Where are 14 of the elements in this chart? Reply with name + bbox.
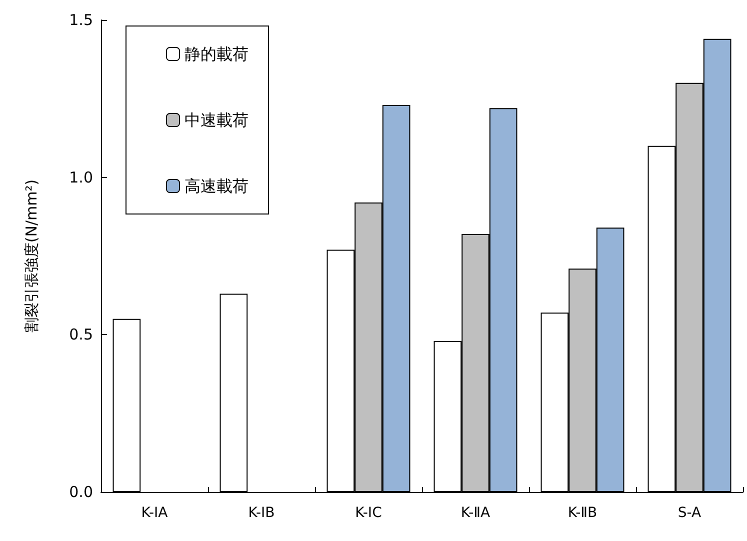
y-tick-label: 1.0 [69,168,93,186]
legend-label: 静的載荷 [184,44,248,64]
legend-label: 中速載荷 [184,110,248,130]
x-tick-label: K-ⅠA [141,505,168,521]
y-tick-label: 0.5 [69,326,93,344]
x-tick-label: K-ⅠB [248,505,275,521]
y-tick-label: 0.0 [69,483,93,501]
x-tick-label: K-ⅡB [568,505,598,521]
y-axis-title: 割裂引張強度(N/mm²) [22,179,40,333]
x-tick-label: S-A [678,505,702,521]
x-tick-label: K-ⅡA [460,505,491,521]
y-tick-label: 1.5 [69,11,93,29]
x-tick-label: K-ⅠC [355,505,382,521]
legend-label: 高速載荷 [184,176,248,196]
